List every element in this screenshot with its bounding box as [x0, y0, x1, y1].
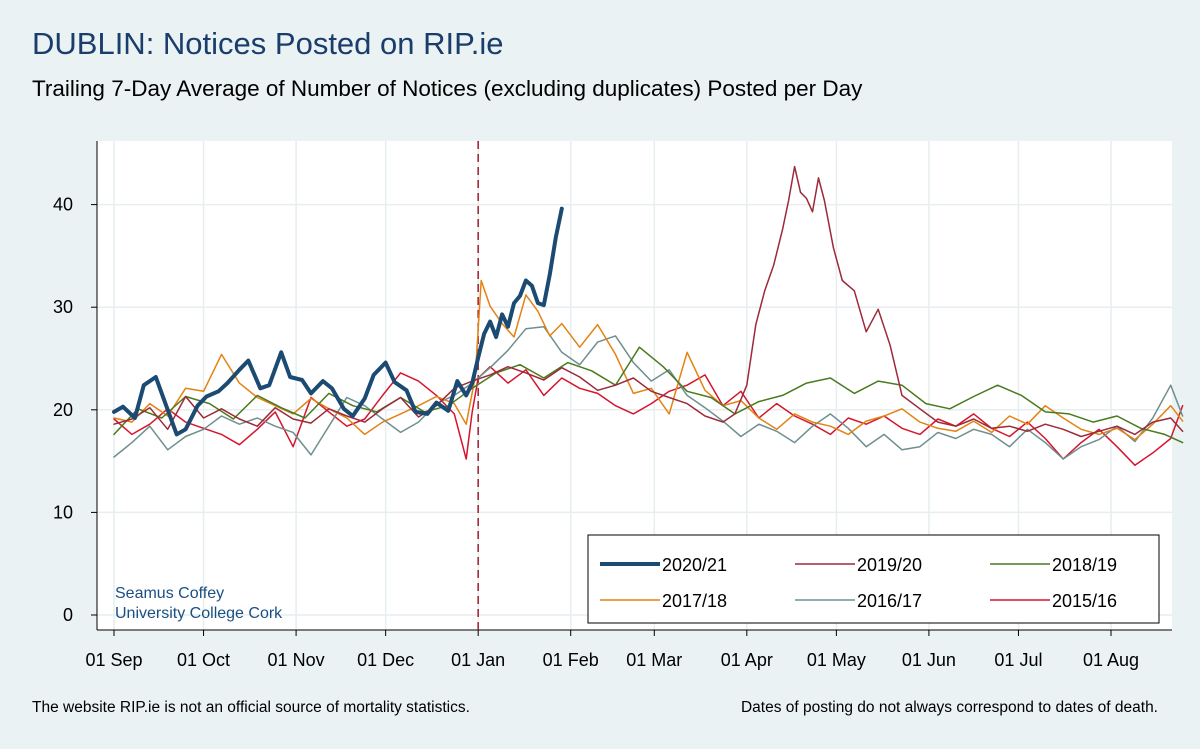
- x-tick-label: 01 Jul: [994, 650, 1042, 670]
- y-tick-label: 30: [53, 297, 73, 317]
- x-tick-label: 01 Jun: [902, 650, 956, 670]
- x-tick-label: 01 Nov: [268, 650, 325, 670]
- x-tick-label: 01 Sep: [85, 650, 142, 670]
- y-tick-label: 10: [53, 502, 73, 522]
- x-tick-label: 01 Apr: [721, 650, 773, 670]
- x-tick-label: 01 Aug: [1083, 650, 1139, 670]
- x-tick-label: 01 Jan: [451, 650, 505, 670]
- x-tick-label: 01 May: [807, 650, 866, 670]
- legend-label: 2019/20: [857, 555, 922, 575]
- legend-label: 2015/16: [1052, 591, 1117, 611]
- series-line-2019-20: [113, 165, 1184, 438]
- credit-line: University College Cork: [115, 605, 283, 622]
- legend-box: [587, 534, 1160, 624]
- chart-title: DUBLIN: Notices Posted on RIP.ie: [32, 26, 504, 61]
- series-line-2015-16: [113, 365, 1184, 466]
- x-tick-label: 01 Mar: [626, 650, 682, 670]
- series-line-2016-17: [113, 325, 1184, 460]
- y-tick-label: 20: [53, 400, 73, 420]
- legend-label: 2018/19: [1052, 555, 1117, 575]
- x-tick-label: 01 Feb: [543, 650, 599, 670]
- y-tick-label: 40: [53, 195, 73, 215]
- x-tick-label: 01 Oct: [177, 650, 230, 670]
- y-tick-label: 0: [63, 605, 73, 625]
- chart-subtitle: Trailing 7-Day Average of Number of Noti…: [32, 76, 863, 101]
- legend-label: 2016/17: [857, 591, 922, 611]
- footnote-dates: Dates of posting do not always correspon…: [740, 699, 1158, 716]
- footnote-disclaimer: The website RIP.ie is not an official so…: [32, 699, 470, 716]
- legend: 2020/21 2019/20 2018/19 2017/18 2016/17 2015/…: [587, 534, 1160, 624]
- credit-line: Seamus Coffey: [115, 585, 224, 602]
- series-line-2018-19: [113, 346, 1184, 444]
- series-line-2020-21: [112, 206, 564, 437]
- legend-label: 2020/21: [662, 555, 727, 575]
- x-tick-label: 01 Dec: [357, 650, 414, 670]
- legend-label: 2017/18: [662, 591, 727, 611]
